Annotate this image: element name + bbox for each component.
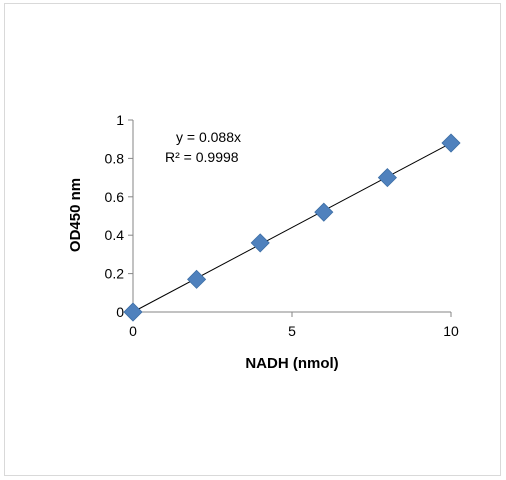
x-axis-title: NADH (nmol) xyxy=(245,355,338,372)
y-tick-label: 0 xyxy=(116,304,124,320)
y-tick-label: 0.8 xyxy=(105,150,125,166)
y-tick-label: 0.4 xyxy=(105,227,125,243)
x-tick-label: 0 xyxy=(129,323,137,339)
x-tick-label: 10 xyxy=(443,323,459,339)
data-point-marker xyxy=(123,302,143,322)
trendline-equation: y = 0.088x xyxy=(176,129,241,145)
data-point-marker xyxy=(250,233,270,253)
data-point-marker xyxy=(441,133,461,153)
data-points xyxy=(123,133,461,322)
trendline xyxy=(132,142,452,313)
data-point-marker xyxy=(187,269,207,289)
y-tick-label: 1 xyxy=(116,112,124,128)
y-axis-title: OD450 nm xyxy=(67,178,84,252)
data-point-marker xyxy=(377,168,397,188)
y-tick-label: 0.6 xyxy=(105,189,125,205)
data-point-marker xyxy=(314,202,334,222)
r-squared-label: R² = 0.9998 xyxy=(165,149,239,165)
y-tick-label: 0.2 xyxy=(105,266,125,282)
x-tick-label: 5 xyxy=(288,323,296,339)
chart-frame xyxy=(4,3,501,476)
ticks: 00.20.40.60.810 5 10 xyxy=(105,112,459,339)
